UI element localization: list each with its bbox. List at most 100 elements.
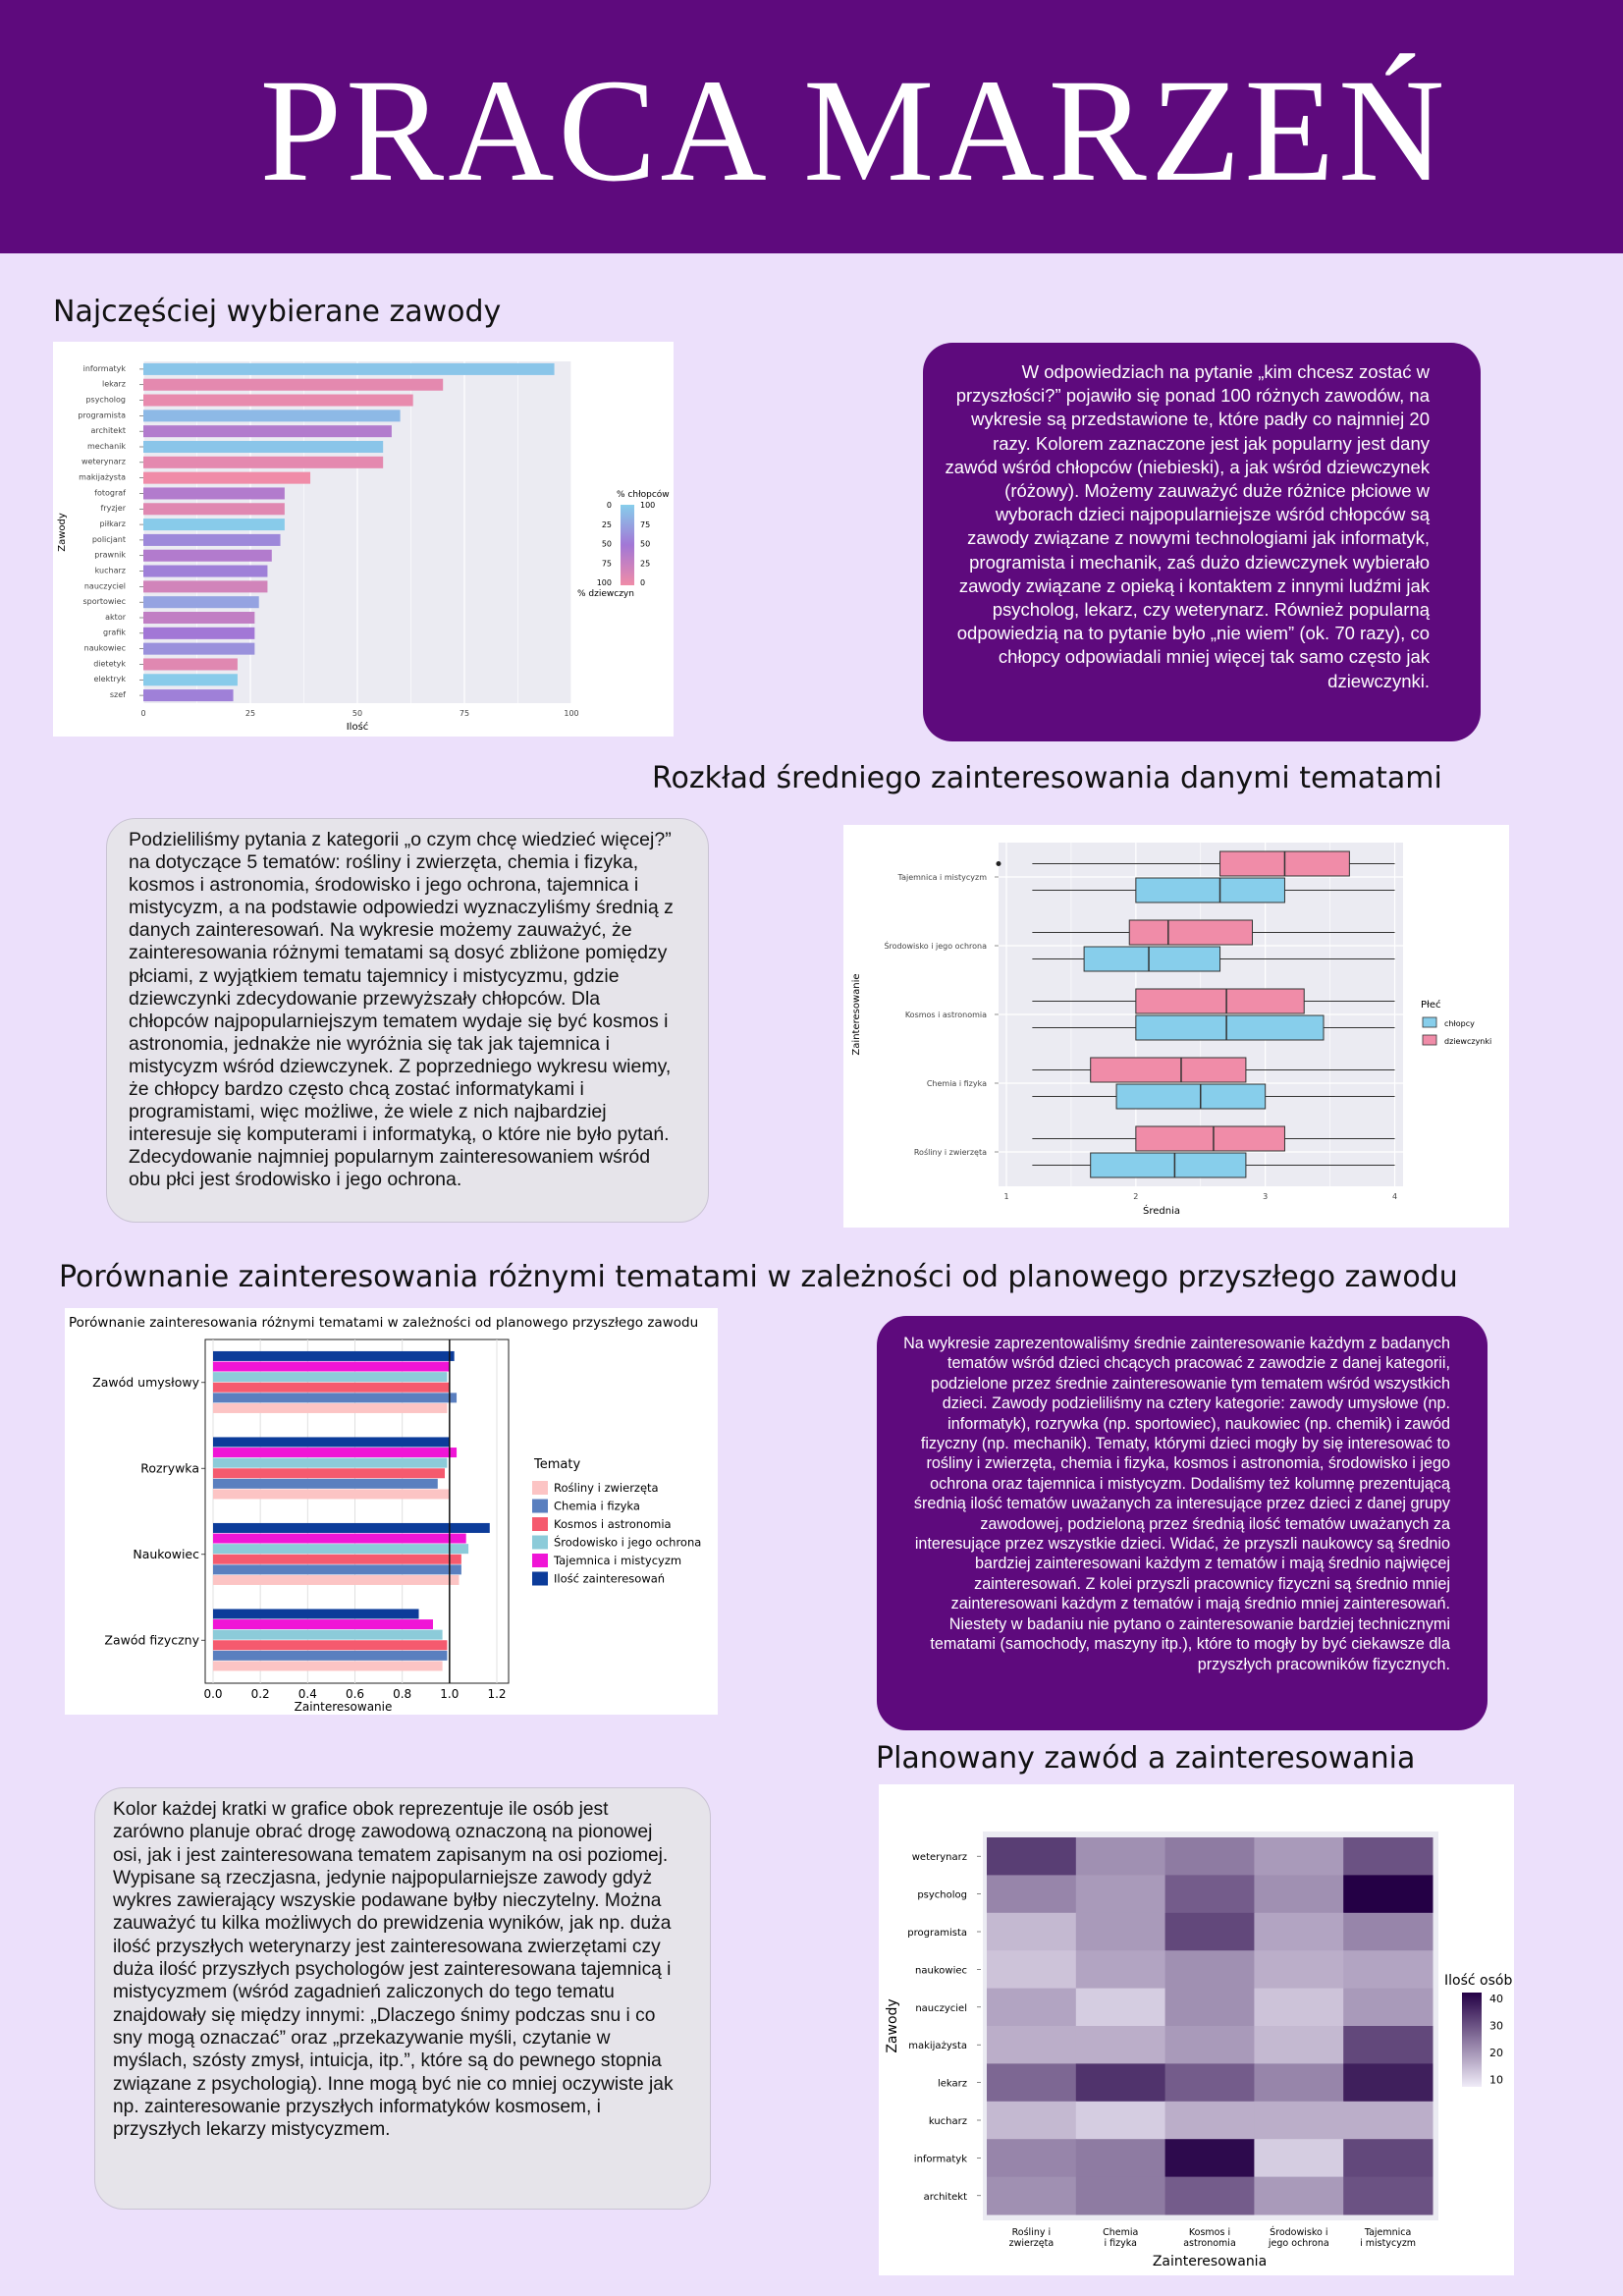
heatmap-cell <box>1075 1988 1166 2027</box>
legend-right-tick: 75 <box>640 520 650 529</box>
heatmap-cell <box>1343 2139 1434 2178</box>
legend-swatch <box>532 1571 548 1586</box>
text-box-interest-distribution: Podzieliliśmy pytania z kategorii „o czy… <box>106 818 709 1223</box>
heatmap-cell <box>1254 1837 1344 1876</box>
tick-label: dietetyk <box>93 659 126 668</box>
category-label: Kosmos i astronomia <box>905 1011 987 1019</box>
heatmap-cell <box>987 1912 1077 1951</box>
text-popular-jobs: W odpowiedziach na pytanie „kim chcesz z… <box>945 361 1430 691</box>
heatmap-cell <box>987 1988 1077 2027</box>
legend-right-tick: 100 <box>640 501 655 510</box>
bar-dietetyk <box>143 658 238 671</box>
y-axis-title: Zawody <box>57 513 68 552</box>
legend-left-tick: 0 <box>607 501 612 510</box>
heatmap-cell <box>1164 1912 1255 1951</box>
legend-swatch <box>532 1499 548 1513</box>
heatmap-cell <box>1343 2176 1434 2215</box>
legend-tick: 10 <box>1489 2074 1503 2087</box>
heatmap-panel: weterynarz psycholog programista naukowiec n… <box>879 1784 1514 2275</box>
column-label: Środowisko i <box>1270 2226 1327 2238</box>
bar-fryzjer <box>143 503 285 516</box>
tick-label: mechanik <box>87 442 126 451</box>
row-label: makijażysta <box>908 2041 967 2051</box>
legend-label: Środowisko i jego ochrona <box>554 1535 701 1550</box>
box-dziewczynki <box>1135 1125 1285 1152</box>
tick-label: programista <box>78 410 126 419</box>
legend-title: Płeć <box>1421 999 1441 1011</box>
x-tick-label: 0.2 <box>251 1687 270 1701</box>
tick-label: makijażysta <box>79 473 126 482</box>
box-chłopcy <box>1135 877 1285 903</box>
tick-label: grafik <box>103 629 126 637</box>
heatmap-cell <box>1254 1950 1344 1990</box>
tick-label: sportowiec <box>82 597 126 606</box>
bar-lekarz <box>143 378 444 391</box>
column-label: Chemia <box>1103 2227 1138 2238</box>
bar-programista <box>143 410 401 422</box>
x-tick-label: 0.4 <box>298 1687 317 1701</box>
bar-policjant <box>143 533 281 546</box>
heatmap-cell <box>1075 2026 1166 2064</box>
tick-label: lekarz <box>102 380 126 389</box>
x-tick-label: 0.8 <box>393 1687 411 1701</box>
x-tick-label: 3 <box>1263 1192 1268 1201</box>
heatmap-cell <box>987 2176 1077 2215</box>
legend-title: Ilość osób <box>1444 1973 1512 1989</box>
section-title-interest-distribution: Rozkład średniego zainteresowania danymi… <box>652 761 1442 795</box>
bar-Chemia i fizyka <box>213 1650 448 1661</box>
interest-comparison-chart: Porównanie zainteresowania różnymi temat… <box>69 1315 701 1714</box>
box-chłopcy <box>1083 946 1221 972</box>
bar-Kosmos i astronomia <box>213 1554 461 1564</box>
heatmap-cell <box>987 1837 1077 1876</box>
section-title-job-vs-interests: Planowany zawód a zainteresowania <box>876 1741 1416 1776</box>
bar-mechanik <box>143 440 384 454</box>
heatmap-cell <box>1075 1950 1166 1990</box>
heatmap-cell <box>1343 2026 1434 2064</box>
category-label: Naukowiec <box>133 1547 199 1561</box>
legend-bottom-label: % dziewczyn <box>577 589 634 599</box>
row-label: kucharz <box>929 2116 967 2127</box>
legend-title: Tematy <box>533 1457 580 1472</box>
bar-Środowisko i jego ochrona <box>213 1457 448 1468</box>
heatmap-cell <box>1343 1988 1434 2027</box>
column-label: i fizyka <box>1104 2238 1136 2249</box>
x-tick-label: 4 <box>1392 1192 1397 1201</box>
interest-boxplot-chart: Tajemnica i mistycyzm Środowisko i jego o… <box>851 843 1491 1217</box>
legend-label: chłopcy <box>1444 1019 1475 1028</box>
x-tick-label: 1 <box>1003 1192 1008 1201</box>
category-label: Środowisko i jego ochrona <box>884 940 987 951</box>
category-label: Rozrywka <box>140 1460 199 1475</box>
bar-Rośliny i zwierzęta <box>213 1489 450 1500</box>
heatmap-cell <box>1075 1837 1166 1876</box>
legend-label: Kosmos i astronomia <box>554 1517 672 1531</box>
tick-label: informatyk <box>83 364 127 373</box>
bar-Chemia i fizyka <box>213 1393 458 1403</box>
bar-Rośliny i zwierzęta <box>213 1574 460 1585</box>
row-label: architekt <box>924 2192 967 2203</box>
legend-tick: 30 <box>1489 2020 1503 2033</box>
bar-prawnik <box>143 549 272 562</box>
legend-right-tick: 25 <box>640 559 650 568</box>
legend-label: dziewczynki <box>1444 1037 1491 1046</box>
column-label: jego ochrona <box>1268 2238 1329 2249</box>
bar-Chemia i fizyka <box>213 1564 461 1575</box>
bar-sportowiec <box>143 596 259 609</box>
legend-right-tick: 0 <box>640 578 645 587</box>
legend-swatch <box>532 1554 548 1567</box>
column-label: Rośliny i <box>1012 2227 1052 2238</box>
category-label: Zawód fizyczny <box>104 1632 199 1647</box>
legend-label: Ilość zainteresowań <box>554 1572 665 1586</box>
bar-psycholog <box>143 394 413 407</box>
x-axis-title: Ilość <box>347 721 369 733</box>
bar-naukowiec <box>143 642 255 655</box>
section-title-interest-comparison: Porównanie zainteresowania różnymi temat… <box>59 1260 1458 1294</box>
category-label: Zawód umysłowy <box>92 1375 199 1390</box>
category-label: Tajemnica i mistycyzm <box>897 873 988 882</box>
legend-gradient <box>621 505 634 585</box>
bar-makijażysta <box>143 471 311 484</box>
heatmap-cell <box>1164 2176 1255 2215</box>
heatmap-cell <box>1075 2063 1166 2103</box>
x-tick-label: 75 <box>460 709 469 718</box>
bar-Kosmos i astronomia <box>213 1640 448 1651</box>
bar-Ilość zainteresowań <box>213 1522 490 1533</box>
